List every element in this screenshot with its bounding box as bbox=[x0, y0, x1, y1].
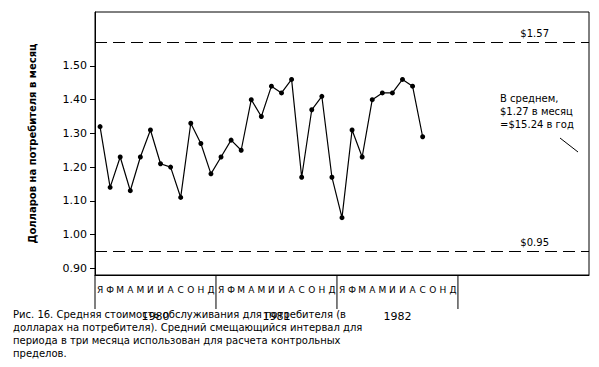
svg-text:1.20: 1.20 bbox=[63, 161, 88, 174]
svg-text:О: О bbox=[429, 285, 436, 295]
svg-text:Д: Д bbox=[449, 285, 456, 295]
svg-text:Д: Д bbox=[328, 285, 335, 295]
svg-text:Рис. 16. Средняя стоимость обс: Рис. 16. Средняя стоимость обслуживания … bbox=[13, 309, 349, 320]
svg-text:$1.57: $1.57 bbox=[520, 28, 549, 39]
svg-text:М: М bbox=[257, 285, 265, 295]
svg-text:Я: Я bbox=[339, 285, 345, 295]
svg-text:Ф: Ф bbox=[227, 285, 235, 295]
svg-text:Я: Я bbox=[218, 285, 224, 295]
svg-text:М: М bbox=[116, 285, 124, 295]
svg-text:Долларов на потребителя в меся: Долларов на потребителя в месяц bbox=[27, 44, 38, 244]
svg-text:А: А bbox=[289, 285, 296, 295]
svg-text:периода в три месяца использов: периода в три месяца использован для рас… bbox=[13, 335, 344, 346]
svg-text:А: А bbox=[369, 285, 376, 295]
svg-text:И: И bbox=[399, 285, 406, 295]
svg-text:1.00: 1.00 bbox=[63, 228, 88, 241]
svg-text:М: М bbox=[378, 285, 386, 295]
svg-text:М: М bbox=[136, 285, 144, 295]
svg-text:М: М bbox=[237, 285, 245, 295]
svg-text:И: И bbox=[389, 285, 396, 295]
svg-text:А: А bbox=[168, 285, 175, 295]
svg-text:В среднем,: В среднем, bbox=[500, 93, 558, 104]
svg-text:И: И bbox=[147, 285, 154, 295]
svg-text:С: С bbox=[299, 285, 305, 295]
svg-text:С: С bbox=[178, 285, 184, 295]
svg-text:$1.27 в месяц: $1.27 в месяц bbox=[500, 106, 573, 117]
svg-text:$0.95: $0.95 bbox=[520, 237, 549, 248]
svg-text:Ф: Ф bbox=[106, 285, 114, 295]
svg-text:1982: 1982 bbox=[383, 310, 411, 323]
svg-text:1.30: 1.30 bbox=[63, 127, 88, 140]
svg-text:С: С bbox=[420, 285, 426, 295]
svg-text:О: О bbox=[187, 285, 194, 295]
svg-text:А: А bbox=[409, 285, 416, 295]
svg-text:Я: Я bbox=[97, 285, 103, 295]
svg-text:И: И bbox=[157, 285, 164, 295]
svg-text:М: М bbox=[358, 285, 366, 295]
svg-text:Н: Н bbox=[318, 285, 325, 295]
svg-text:О: О bbox=[308, 285, 315, 295]
svg-text:1.40: 1.40 bbox=[63, 93, 88, 106]
svg-text:А: А bbox=[248, 285, 255, 295]
svg-text:Ф: Ф bbox=[348, 285, 356, 295]
svg-text:Н: Н bbox=[439, 285, 446, 295]
svg-text:И: И bbox=[278, 285, 285, 295]
svg-text:долларах на потребителя). Сред: долларах на потребителя). Средний смещаю… bbox=[13, 322, 366, 333]
svg-text:Д: Д bbox=[207, 285, 214, 295]
svg-text:1.50: 1.50 bbox=[63, 59, 88, 72]
svg-text:И: И bbox=[268, 285, 275, 295]
svg-text:Н: Н bbox=[197, 285, 204, 295]
svg-text:0.90: 0.90 bbox=[63, 262, 88, 275]
svg-text:1.10: 1.10 bbox=[63, 194, 88, 207]
svg-text:А: А bbox=[127, 285, 134, 295]
svg-text:пределов.: пределов. bbox=[13, 348, 67, 359]
svg-text:=$15.24 в год: =$15.24 в год bbox=[500, 119, 574, 130]
